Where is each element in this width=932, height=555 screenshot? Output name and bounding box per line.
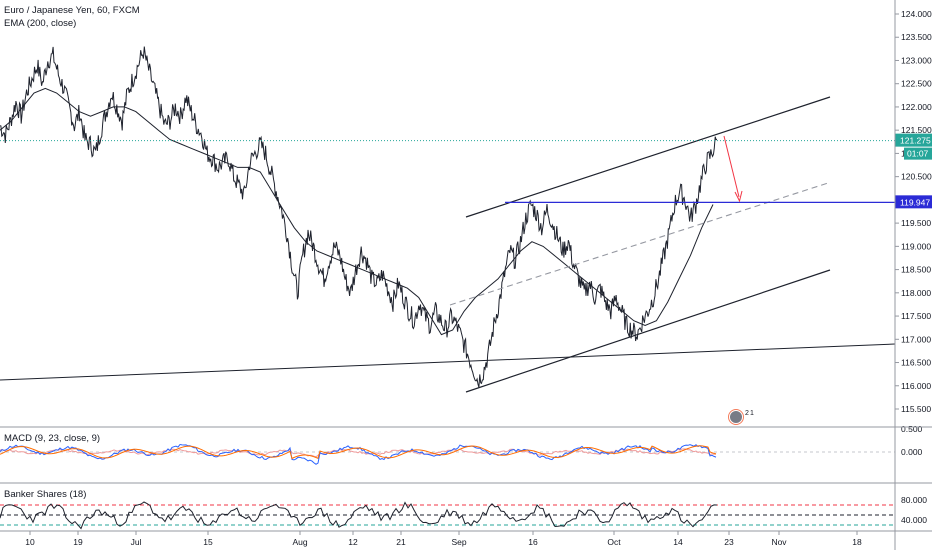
level-badge[interactable] (895, 195, 932, 209)
mid-channel-line[interactable] (449, 182, 829, 306)
price-tick-label: 118.500 (901, 265, 931, 275)
price-axis[interactable]: 124.000 123.500 123.000 122.500 122.000 121.5… (895, 9, 932, 525)
price-line[interactable] (0, 46, 718, 388)
price-tick-label: 118.000 (901, 288, 931, 298)
ema-line[interactable] (0, 87, 714, 336)
date-tick-label: 14 (673, 537, 683, 547)
replay-icon[interactable]: 2 1 (728, 409, 755, 425)
macd-histogram (0, 448, 716, 458)
legend-macd: MACD (9, 23, close, 9) (4, 433, 101, 444)
last-price-badge-label: 121.275 (900, 136, 931, 146)
price-tick-label: 115.500 (901, 404, 931, 414)
date-tick-label: 23 (724, 537, 734, 547)
date-axis[interactable]: 10 19 Jul 15 Aug 12 21 Sep 16 Oct 14 23 Nov 18 (25, 531, 862, 547)
date-tick-label: 21 (396, 537, 406, 547)
banker-line[interactable] (0, 501, 718, 530)
date-tick-label: Sep (451, 537, 466, 547)
banker-tick-label: 80.000 (901, 495, 927, 505)
date-tick-label: 16 (528, 537, 538, 547)
legend-symbol: Euro / Japanese Yen, 60, FXCM (4, 5, 140, 16)
price-tick-label: 123.500 (901, 32, 932, 42)
date-tick-label: 10 (25, 537, 35, 547)
svg-text:1: 1 (750, 410, 754, 417)
date-tick-label: 19 (73, 537, 83, 547)
price-tick-label: 123.000 (901, 55, 932, 65)
price-tick-label: 122.000 (901, 102, 932, 112)
price-pane[interactable] (0, 46, 896, 393)
price-tick-label: 124.000 (901, 9, 932, 19)
legend-ema: EMA (200, close) (4, 18, 77, 29)
macd-pane[interactable] (0, 443, 895, 465)
price-tick-label: 117.500 (901, 311, 931, 321)
price-tick-label: 121.500 (901, 125, 932, 135)
banker-pane[interactable] (0, 501, 895, 530)
countdown-badge (904, 147, 932, 160)
date-tick-label: Nov (771, 537, 787, 547)
date-tick-label: 12 (348, 537, 358, 547)
macd-tick-label: 0.000 (901, 447, 923, 457)
date-tick-label: 18 (852, 537, 862, 547)
date-tick-label: Oct (607, 537, 621, 547)
date-tick-label: Jul (131, 537, 142, 547)
date-tick-label: Aug (292, 537, 307, 547)
price-tick-label: 119.000 (901, 241, 931, 251)
macd-line[interactable] (0, 443, 717, 465)
price-tick-label: 117.000 (901, 334, 931, 344)
countdown-badge-label: 01:07 (907, 149, 929, 159)
macd-tick-label: 0.500 (901, 424, 923, 434)
price-tick-label: 122.500 (901, 79, 932, 89)
price-tick-label: 116.500 (901, 358, 931, 368)
date-tick-label: 15 (203, 537, 213, 547)
svg-text:2: 2 (745, 410, 749, 417)
target-arrow-head[interactable] (734, 190, 743, 203)
level-badge-label: 119.947 (900, 197, 930, 207)
last-price-badge[interactable] (895, 133, 932, 147)
price-tick-label: 119.500 (901, 218, 931, 228)
price-tick-label: 120.500 (901, 172, 932, 182)
long-trend-line[interactable] (0, 343, 896, 381)
banker-tick-label: 40.000 (901, 515, 927, 525)
upper-channel-line[interactable] (465, 96, 831, 218)
signal-line[interactable] (0, 445, 717, 460)
lower-channel-line[interactable] (465, 269, 831, 393)
price-tick-label: 116.000 (901, 381, 931, 391)
legend-banker: Banker Shares (18) (4, 489, 87, 500)
target-arrow-line[interactable] (723, 135, 740, 198)
